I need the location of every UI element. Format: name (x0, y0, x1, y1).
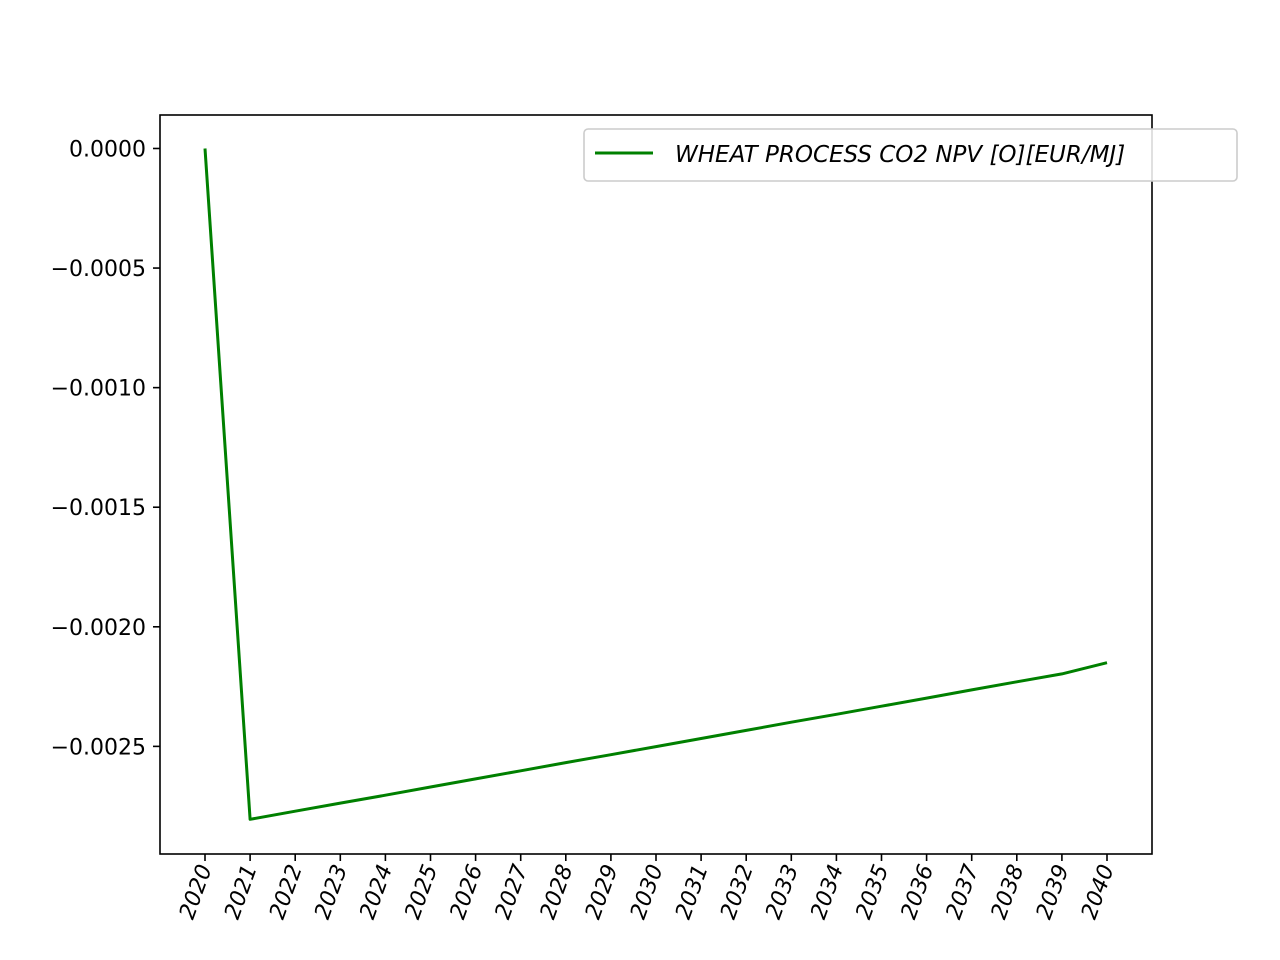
y-axis: 0.0000 −0.0005 −0.0010 −0.0015 −0.0020 −0.002… (51, 137, 160, 760)
x-tick-label: 2032 (716, 862, 759, 923)
series-layer (203, 148, 1108, 821)
x-tick-label: 2029 (581, 862, 624, 923)
x-tick-label: 2021 (220, 862, 263, 923)
x-tick-label: 2031 (671, 862, 714, 923)
x-tick-label: 2037 (942, 862, 985, 923)
legend-box (583, 128, 1238, 182)
x-tick-label: 2039 (1032, 862, 1075, 923)
x-tick-label: 2020 (175, 862, 218, 923)
x-tick-label: 2027 (491, 862, 534, 923)
y-tick-label: −0.0025 (51, 735, 146, 760)
x-tick-label: 2034 (806, 862, 849, 923)
x-tick-label: 2024 (355, 862, 398, 923)
x-tick-label: 2026 (446, 862, 489, 923)
x-axis: 2020 2021 2022 2023 2024 2025 2026 2027 2028 2029… (175, 854, 1120, 923)
x-tick-label: 2038 (987, 862, 1030, 923)
plot-frame (159, 114, 1153, 855)
legend-label: WHEAT PROCESS CO2 NPV [O][EUR/MJ] (675, 142, 1125, 168)
x-tick-label: 2025 (400, 862, 443, 923)
x-tick-label: 2040 (1077, 862, 1120, 923)
series-line (203, 148, 1108, 821)
x-tick-label: 2028 (536, 862, 579, 923)
y-tick-label: −0.0010 (51, 377, 146, 402)
x-tick-label: 2022 (265, 862, 308, 923)
x-tick-label: 2035 (851, 862, 894, 923)
y-tick-label: 0.0000 (69, 137, 146, 162)
y-tick-label: −0.0005 (51, 257, 146, 282)
legend: WHEAT PROCESS CO2 NPV [O][EUR/MJ] (583, 128, 1238, 182)
x-tick-label: 2036 (897, 862, 940, 923)
y-tick-label: −0.0020 (51, 616, 146, 641)
x-tick-label: 2033 (761, 862, 804, 923)
y-tick-label: −0.0015 (51, 496, 146, 521)
x-tick-label: 2023 (310, 862, 353, 923)
x-tick-label: 2030 (626, 862, 669, 923)
